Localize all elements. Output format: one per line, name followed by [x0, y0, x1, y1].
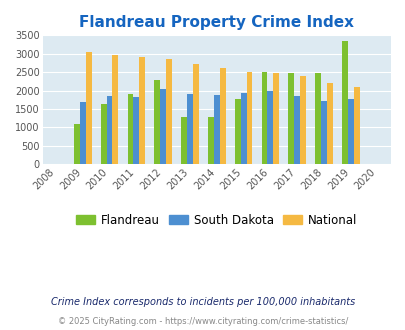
Bar	[107, 96, 112, 164]
Bar	[219, 69, 225, 164]
Bar	[288, 73, 294, 164]
Bar	[246, 72, 252, 164]
Bar	[347, 99, 353, 164]
Bar	[187, 93, 192, 164]
Bar	[267, 91, 273, 164]
Bar	[314, 73, 320, 164]
Bar	[207, 117, 213, 164]
Bar	[320, 101, 326, 164]
Bar	[166, 58, 172, 164]
Bar	[240, 93, 246, 164]
Bar	[192, 64, 198, 164]
Text: © 2025 CityRating.com - https://www.cityrating.com/crime-statistics/: © 2025 CityRating.com - https://www.city…	[58, 317, 347, 326]
Bar	[294, 96, 299, 164]
Bar	[127, 94, 133, 164]
Bar	[139, 57, 145, 164]
Bar	[353, 86, 359, 164]
Legend: Flandreau, South Dakota, National: Flandreau, South Dakota, National	[71, 209, 361, 231]
Bar	[299, 76, 305, 164]
Bar	[160, 89, 166, 164]
Bar	[100, 104, 107, 164]
Bar	[85, 52, 92, 164]
Bar	[181, 117, 187, 164]
Bar	[74, 124, 80, 164]
Bar	[80, 102, 85, 164]
Bar	[112, 55, 118, 164]
Bar	[213, 95, 219, 164]
Bar	[154, 80, 160, 164]
Bar	[341, 41, 347, 164]
Text: Crime Index corresponds to incidents per 100,000 inhabitants: Crime Index corresponds to incidents per…	[51, 297, 354, 307]
Bar	[234, 99, 240, 164]
Title: Flandreau Property Crime Index: Flandreau Property Crime Index	[79, 15, 354, 30]
Bar	[261, 72, 267, 164]
Bar	[133, 97, 139, 164]
Bar	[326, 83, 332, 164]
Bar	[273, 73, 279, 164]
